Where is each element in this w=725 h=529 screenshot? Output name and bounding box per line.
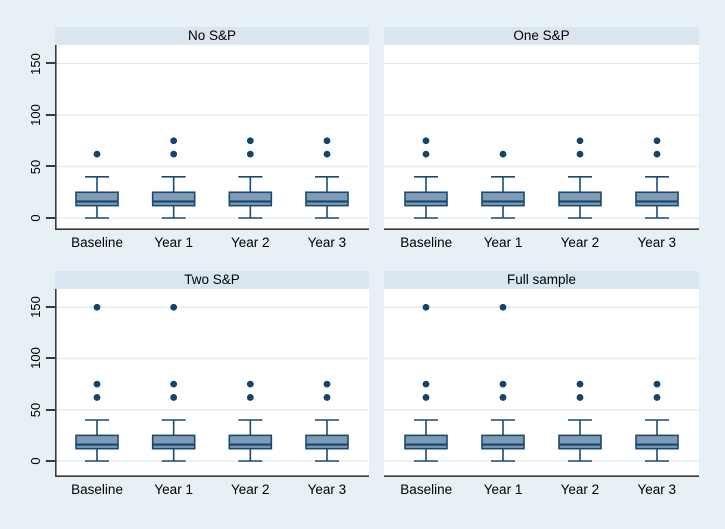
panel-full-sample: Full sample Baseline Year 1 Year 2 Year …	[384, 271, 699, 499]
y-axis-tick	[46, 165, 55, 167]
y-axis-tick	[46, 114, 55, 116]
x-axis-category-label: Year 2	[560, 482, 600, 497]
y-axis-tick	[46, 306, 55, 308]
panel-title: Full sample	[384, 271, 699, 289]
x-axis-category-label: Year 1	[483, 235, 523, 250]
x-axis-labels: Baseline Year 1 Year 2 Year 3	[55, 477, 369, 499]
x-axis-labels: Baseline Year 1 Year 2 Year 3	[384, 477, 699, 499]
y-axis-tick	[46, 217, 55, 219]
y-axis-tick-label: 50	[28, 402, 43, 418]
y-axis-tick-label: 50	[28, 159, 43, 175]
x-axis-category-label: Year 1	[483, 482, 523, 497]
x-axis-category-label: Year 3	[307, 482, 347, 497]
x-axis-category-label: Baseline	[71, 235, 123, 250]
panel-title: One S&P	[384, 27, 699, 45]
panel-two-sp: Two S&P Baseline Year 1 Year 2 Year 3	[55, 271, 369, 499]
panel-one-sp: One S&P Baseline Year 1 Year 2 Year 3	[384, 27, 699, 252]
x-axis-category-label: Baseline	[71, 482, 123, 497]
panel-no-sp: No S&P Baseline Year 1 Year 2 Year 3	[55, 27, 369, 252]
x-axis-category-label: Year 2	[231, 235, 270, 250]
y-axis-tick-label: 0	[28, 457, 43, 465]
y-axis-tick-label: 100	[28, 104, 43, 126]
plot-area	[384, 45, 699, 230]
y-axis-tick-label: 0	[28, 214, 43, 222]
boxplot-svg	[55, 289, 369, 477]
x-axis-category-label: Baseline	[400, 235, 453, 250]
x-axis-category-label: Year 3	[637, 235, 677, 250]
x-axis-category-label: Year 2	[231, 482, 270, 497]
plot-area	[55, 45, 369, 230]
boxplot-svg	[384, 303, 699, 477]
plot-area	[55, 289, 369, 477]
y-axis-tick	[46, 460, 55, 462]
panel-title: No S&P	[55, 27, 369, 45]
x-axis-labels: Baseline Year 1 Year 2 Year 3	[55, 230, 369, 252]
y-axis-tick	[46, 357, 55, 359]
boxplot-svg	[384, 62, 699, 230]
plot-area	[384, 289, 699, 477]
x-axis-category-label: Year 2	[560, 235, 600, 250]
x-axis-category-label: Baseline	[400, 482, 453, 497]
x-axis-category-label: Year 3	[307, 235, 347, 250]
y-axis-tick-label: 150	[28, 296, 43, 318]
y-axis-tick	[46, 62, 55, 64]
boxplot-svg	[55, 45, 369, 230]
x-axis-category-label: Year 1	[154, 235, 193, 250]
x-axis-category-label: Year 1	[154, 482, 193, 497]
panel-title: Two S&P	[55, 271, 369, 289]
y-axis-tick-label: 150	[28, 53, 43, 75]
x-axis-labels: Baseline Year 1 Year 2 Year 3	[384, 230, 699, 252]
y-axis-tick-label: 100	[28, 347, 43, 369]
y-axis-tick	[46, 409, 55, 411]
x-axis-category-label: Year 3	[637, 482, 677, 497]
